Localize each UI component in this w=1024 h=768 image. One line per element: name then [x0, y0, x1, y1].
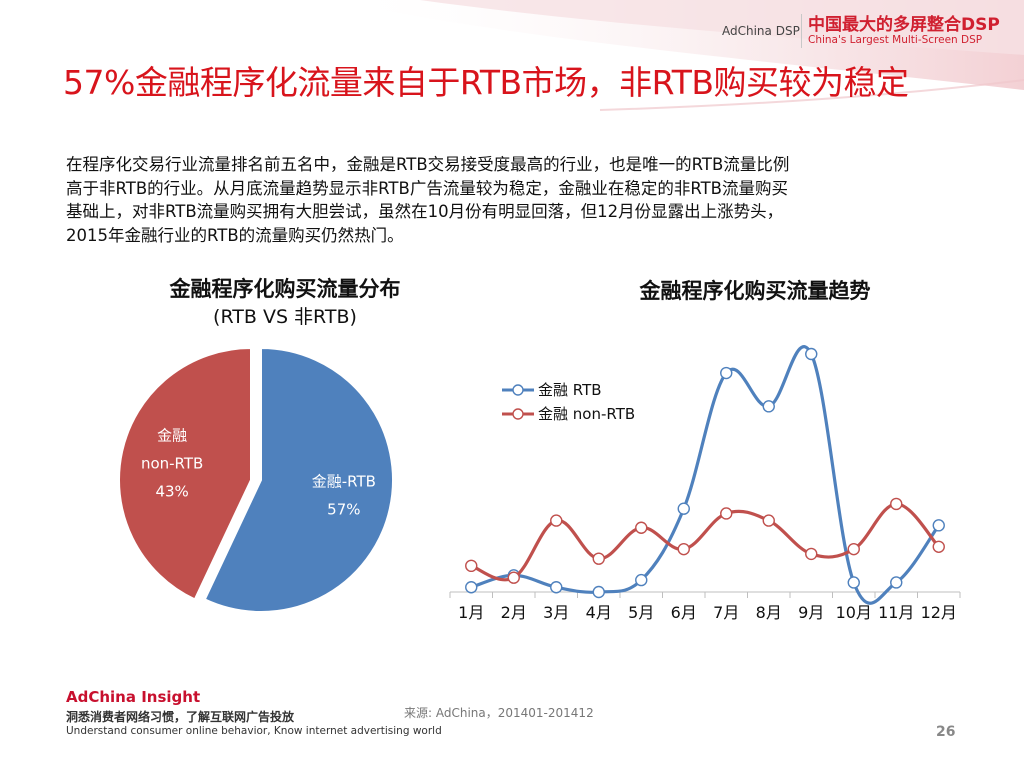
- pie-chart-subtitle: (RTB VS 非RTB): [213, 306, 357, 328]
- brand-adchina-dsp: AdChina DSP: [722, 24, 800, 38]
- body-line: 2015年金融行业的RTB的流量购买仍然热门。: [66, 225, 404, 245]
- source-note: 来源: AdChina，201401-201412: [404, 706, 594, 720]
- pie-slice-value-label: 43%: [155, 483, 188, 501]
- pie-chart: 金融-RTB 57% 金融 non-RTB 43%: [118, 346, 394, 613]
- data-point: [635, 521, 648, 534]
- x-tick-label: 6月: [671, 603, 697, 622]
- data-point: [592, 552, 605, 565]
- data-point: [890, 576, 903, 589]
- x-tick-label: 8月: [756, 603, 782, 622]
- data-point: [677, 542, 690, 556]
- data-point: [550, 581, 563, 594]
- line-chart: 1月 2月 3月 4月 5月 6月 7月 8月 9月 10月 11月 12月 金融 RTB 金融 non-…: [449, 345, 961, 622]
- brand-slogan-en: China's Largest Multi-Screen DSP: [808, 34, 983, 46]
- footer-tagline-cn: 洞悉消费者网络习惯，了解互联网广告投放: [66, 710, 295, 724]
- data-point: [592, 585, 605, 599]
- data-point: [465, 581, 478, 594]
- data-point: [805, 547, 818, 561]
- pie-slice-value-label: 57%: [327, 500, 360, 518]
- x-tick-label: 5月: [628, 603, 654, 622]
- data-point: [805, 347, 818, 361]
- data-point: [550, 514, 563, 527]
- x-tick-label: 2月: [501, 603, 527, 622]
- header-swoosh: [330, 0, 1024, 111]
- data-point: [677, 502, 690, 515]
- data-point: [720, 366, 733, 380]
- data-point: [465, 559, 478, 573]
- data-point: [635, 573, 648, 587]
- data-point: [762, 514, 775, 527]
- x-tick-label: 3月: [543, 603, 569, 622]
- x-tick-label: 11月: [878, 603, 914, 622]
- pie-slice-label: 金融-RTB: [312, 472, 376, 490]
- series-line: [470, 502, 940, 582]
- pie-slice-label: non-RTB: [141, 455, 203, 473]
- x-tick-label: 4月: [586, 603, 612, 622]
- page-number: 26: [936, 724, 956, 740]
- pie-slice: [203, 346, 394, 613]
- x-tick-label: 12月: [921, 603, 957, 622]
- data-point: [847, 542, 860, 556]
- legend-marker: [512, 408, 524, 420]
- x-tick-label: 7月: [713, 603, 739, 622]
- pie-chart-title: 金融程序化购买流量分布: [169, 277, 401, 301]
- data-point: [932, 540, 945, 553]
- x-tick-label: 1月: [458, 603, 484, 622]
- data-point: [507, 571, 520, 584]
- body-paragraph: 在程序化交易行业流量排名前五名中，金融是RTB交易接受度最高的行业，也是唯一的R…: [66, 153, 966, 247]
- brand-divider: [801, 14, 802, 48]
- footer-tagline-en: Understand consumer online behavior, Kno…: [66, 725, 442, 737]
- footer-brand: AdChina Insight: [66, 688, 201, 706]
- data-point: [932, 519, 945, 532]
- data-point: [847, 576, 860, 589]
- slide-title: 57%金融程序化流量来自于RTB市场，非RTB购买较为稳定: [63, 63, 909, 102]
- x-tick-label: 9月: [798, 603, 824, 622]
- body-line: 高于非RTB的行业。从月底流量趋势显示非RTB广告流量较为稳定，金融业在稳定的非…: [66, 178, 788, 198]
- data-point: [890, 497, 903, 511]
- body-line: 在程序化交易行业流量排名前五名中，金融是RTB交易接受度最高的行业，也是唯一的R…: [66, 155, 790, 174]
- legend-label: 金融 non-RTB: [538, 405, 635, 423]
- data-point: [720, 507, 733, 520]
- pie-slice-label: 金融: [157, 427, 187, 445]
- data-point: [762, 400, 775, 413]
- line-chart-title: 金融程序化购买流量趋势: [639, 279, 871, 303]
- brand-slogan-cn: 中国最大的多屏整合DSP: [808, 15, 1000, 35]
- pie-slice: [118, 346, 252, 601]
- legend-label: 金融 RTB: [538, 381, 602, 399]
- legend-marker: [512, 384, 524, 396]
- body-line: 基础上，对非RTB流量购买拥有大胆尝试，虽然在10月份有明显回落，但12月份显露…: [66, 202, 784, 221]
- x-tick-label: 10月: [836, 603, 872, 622]
